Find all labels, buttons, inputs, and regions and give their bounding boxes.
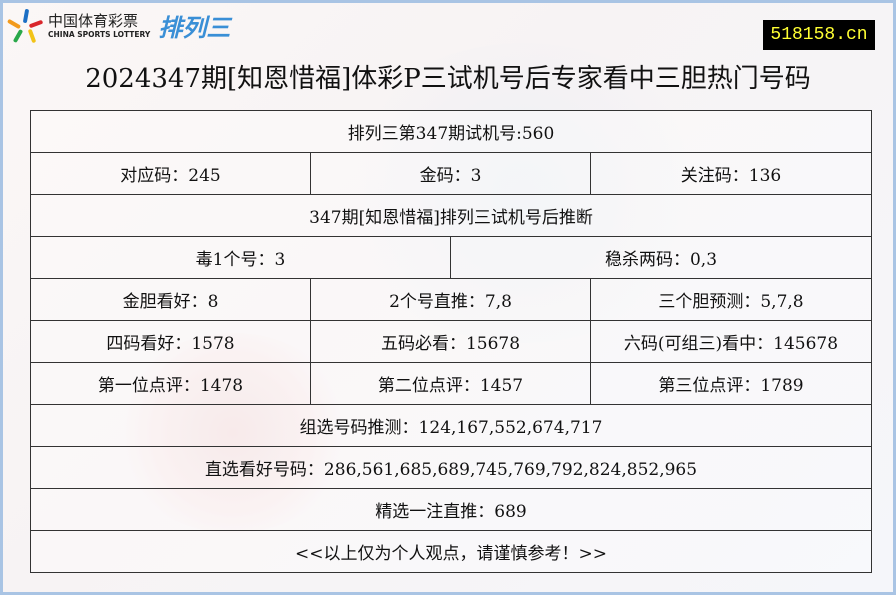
disclaimer: <<以上仅为个人观点，请谨慎参考！>> [30,530,872,573]
cell: 五码必看：15678 [310,320,591,363]
single-pick: 精选一注直推：689 [30,488,872,531]
lottery-logo: 中国体育彩票 CHINA SPORTS LOTTERY 排列三 [6,8,231,43]
cell: 三个胆预测：5,7,8 [590,278,872,321]
table-row: 四码看好：1578 五码必看：15678 六码(可组三)看中：145678 [30,320,872,363]
page-title: 2024347期[知恩惜福]体彩P三试机号后专家看中三胆热门号码 [85,64,811,94]
cell: 毒1个号：3 [30,236,451,279]
cell: 金胆看好：8 [30,278,311,321]
direct-pick: 直选看好号码：286,561,685,689,745,769,792,824,8… [30,446,872,489]
site-badge[interactable]: 518158.cn [763,20,875,50]
table-row: 排列三第347期试机号:560 [30,110,872,153]
cell: 四码看好：1578 [30,320,311,363]
cell: 稳杀两码：0,3 [450,236,872,279]
logo-text-cn: 中国体育彩票 [48,11,139,30]
logo-game: 排列三 [158,14,231,42]
table-row: 347期[知恩惜福]排列三试机号后推断 [30,194,872,237]
cell: 第二位点评：1457 [310,362,591,405]
table-row: 毒1个号：3 稳杀两码：0,3 [30,236,872,279]
section-heading: 347期[知恩惜福]排列三试机号后推断 [30,194,872,237]
logo-star-icon [6,8,44,43]
table-row: 金胆看好：8 2个号直推：7,8 三个胆预测：5,7,8 [30,278,872,321]
table-row: 对应码：245 金码：3 关注码：136 [30,152,872,195]
cell: 关注码：136 [590,152,872,195]
table-row: 第一位点评：1478 第二位点评：1457 第三位点评：1789 [30,362,872,405]
cell: 金码：3 [310,152,591,195]
cell: 对应码：245 [30,152,311,195]
group-pick: 组选号码推测：124,167,552,674,717 [30,404,872,447]
table-row: <<以上仅为个人观点，请谨慎参考！>> [30,530,872,573]
trial-number: 排列三第347期试机号:560 [30,110,872,153]
table-row: 精选一注直推：689 [30,488,872,531]
cell: 第一位点评：1478 [30,362,311,405]
cell: 2个号直推：7,8 [310,278,591,321]
table-row: 组选号码推测：124,167,552,674,717 [30,404,872,447]
cell: 第三位点评：1789 [590,362,872,405]
table-row: 直选看好号码：286,561,685,689,745,769,792,824,8… [30,446,872,489]
prediction-table: 排列三第347期试机号:560 对应码：245 金码：3 关注码：136 347… [30,110,872,573]
cell: 六码(可组三)看中：145678 [590,320,872,363]
logo-text-en: CHINA SPORTS LOTTERY [48,29,151,39]
